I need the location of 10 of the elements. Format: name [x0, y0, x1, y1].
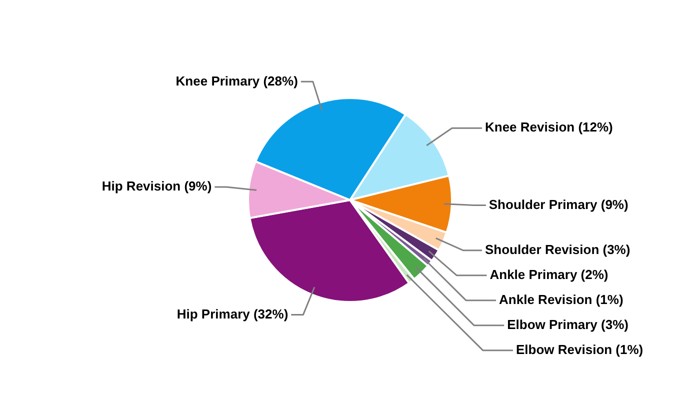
slice-label: Hip Revision (9%): [102, 178, 212, 194]
slice-label: Elbow Primary (3%): [507, 317, 628, 332]
slice-label: Ankle Revision (1%): [499, 292, 624, 308]
slice-label: Elbow Revision (1%): [516, 342, 644, 358]
slice-label: Hip Primary (32%): [176, 306, 288, 322]
slice-label: Shoulder Revision (3%): [485, 242, 630, 258]
slice-label: Knee Revision (12%): [485, 120, 613, 135]
slice-label: Knee Primary (28%): [176, 73, 298, 88]
slice-label: Shoulder Primary (9%): [488, 196, 628, 212]
slice-label: Ankle Primary (2%): [490, 267, 608, 282]
